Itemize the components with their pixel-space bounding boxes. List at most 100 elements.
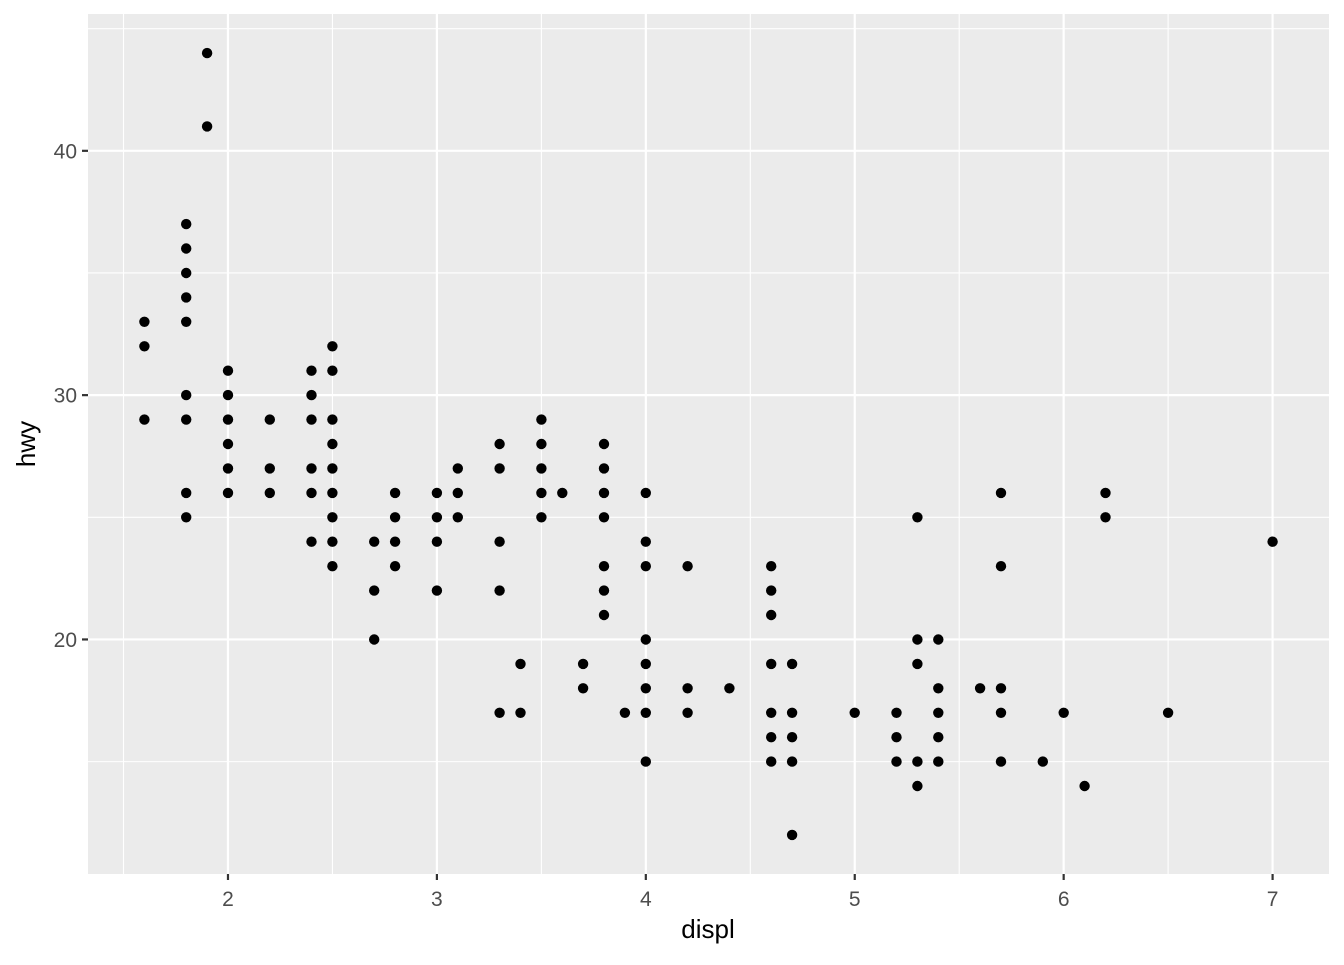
data-point[interactable] bbox=[766, 756, 777, 767]
data-point[interactable] bbox=[536, 512, 547, 523]
data-point[interactable] bbox=[577, 683, 589, 694]
data-point[interactable] bbox=[327, 365, 338, 376]
data-point[interactable] bbox=[640, 658, 651, 670]
data-point[interactable] bbox=[181, 487, 192, 499]
data-point[interactable] bbox=[766, 561, 777, 572]
data-point[interactable] bbox=[933, 756, 944, 767]
data-point[interactable] bbox=[452, 487, 463, 499]
data-point[interactable] bbox=[598, 609, 610, 621]
data-point[interactable] bbox=[995, 561, 1007, 572]
data-point[interactable] bbox=[682, 561, 693, 572]
data-point[interactable] bbox=[598, 463, 610, 474]
data-point[interactable] bbox=[640, 756, 651, 767]
data-point[interactable] bbox=[515, 658, 526, 670]
data-point[interactable] bbox=[995, 487, 1007, 499]
data-point[interactable] bbox=[181, 389, 192, 401]
data-point[interactable] bbox=[995, 707, 1007, 718]
data-point[interactable] bbox=[431, 585, 443, 596]
data-point[interactable] bbox=[933, 683, 944, 694]
data-point[interactable] bbox=[306, 365, 317, 376]
data-point[interactable] bbox=[682, 707, 693, 718]
data-point[interactable] bbox=[327, 341, 338, 352]
data-point[interactable] bbox=[933, 732, 944, 743]
data-point[interactable] bbox=[786, 658, 798, 670]
data-point[interactable] bbox=[494, 438, 505, 450]
data-point[interactable] bbox=[201, 47, 213, 59]
data-point[interactable] bbox=[891, 707, 902, 718]
data-point[interactable] bbox=[766, 732, 777, 743]
data-point[interactable] bbox=[640, 634, 651, 645]
data-point[interactable] bbox=[431, 536, 443, 547]
data-point[interactable] bbox=[891, 732, 902, 743]
data-point[interactable] bbox=[222, 414, 234, 425]
data-point[interactable] bbox=[933, 707, 944, 718]
data-point[interactable] bbox=[598, 561, 610, 572]
data-point[interactable] bbox=[786, 829, 798, 841]
data-point[interactable] bbox=[619, 707, 631, 718]
data-point[interactable] bbox=[933, 634, 944, 645]
data-point[interactable] bbox=[306, 487, 317, 499]
data-point[interactable] bbox=[891, 756, 902, 767]
data-point[interactable] bbox=[640, 561, 651, 572]
data-point[interactable] bbox=[1058, 707, 1069, 718]
data-point[interactable] bbox=[640, 683, 651, 694]
data-point[interactable] bbox=[201, 121, 213, 132]
data-point[interactable] bbox=[181, 316, 192, 327]
data-point[interactable] bbox=[431, 512, 443, 523]
data-point[interactable] bbox=[452, 463, 463, 474]
data-point[interactable] bbox=[766, 585, 777, 596]
data-point[interactable] bbox=[1162, 707, 1174, 718]
data-point[interactable] bbox=[327, 512, 338, 523]
data-point[interactable] bbox=[786, 707, 798, 718]
data-point[interactable] bbox=[766, 707, 777, 718]
data-point[interactable] bbox=[369, 634, 380, 645]
data-point[interactable] bbox=[995, 683, 1007, 694]
data-point[interactable] bbox=[389, 536, 401, 547]
data-point[interactable] bbox=[640, 707, 651, 718]
data-point[interactable] bbox=[577, 658, 589, 670]
data-point[interactable] bbox=[327, 414, 338, 425]
data-point[interactable] bbox=[139, 414, 150, 425]
data-point[interactable] bbox=[181, 414, 192, 425]
data-point[interactable] bbox=[598, 438, 610, 450]
data-point[interactable] bbox=[306, 389, 317, 401]
data-point[interactable] bbox=[536, 463, 547, 474]
data-point[interactable] bbox=[306, 414, 317, 425]
data-point[interactable] bbox=[995, 756, 1007, 767]
data-point[interactable] bbox=[912, 634, 923, 645]
data-point[interactable] bbox=[389, 561, 401, 572]
data-point[interactable] bbox=[327, 561, 338, 572]
data-point[interactable] bbox=[369, 585, 380, 596]
data-point[interactable] bbox=[912, 780, 923, 792]
data-point[interactable] bbox=[786, 732, 798, 743]
data-point[interactable] bbox=[264, 463, 275, 474]
data-point[interactable] bbox=[181, 267, 192, 279]
data-point[interactable] bbox=[536, 438, 547, 450]
data-point[interactable] bbox=[181, 243, 192, 254]
data-point[interactable] bbox=[1037, 756, 1049, 767]
data-point[interactable] bbox=[181, 512, 192, 523]
data-point[interactable] bbox=[181, 292, 192, 303]
data-point[interactable] bbox=[515, 707, 526, 718]
data-point[interactable] bbox=[222, 438, 234, 450]
data-point[interactable] bbox=[640, 487, 651, 499]
data-point[interactable] bbox=[682, 683, 693, 694]
data-point[interactable] bbox=[766, 609, 777, 621]
data-point[interactable] bbox=[1100, 487, 1111, 499]
data-point[interactable] bbox=[1267, 536, 1278, 547]
data-point[interactable] bbox=[1079, 780, 1090, 792]
data-point[interactable] bbox=[327, 487, 338, 499]
data-point[interactable] bbox=[181, 218, 192, 230]
data-point[interactable] bbox=[222, 463, 234, 474]
data-point[interactable] bbox=[849, 707, 860, 718]
data-point[interactable] bbox=[912, 756, 923, 767]
data-point[interactable] bbox=[264, 414, 275, 425]
data-point[interactable] bbox=[327, 536, 338, 547]
data-point[interactable] bbox=[327, 438, 338, 450]
data-point[interactable] bbox=[494, 585, 505, 596]
data-point[interactable] bbox=[222, 487, 234, 499]
data-point[interactable] bbox=[598, 585, 610, 596]
data-point[interactable] bbox=[912, 658, 923, 670]
data-point[interactable] bbox=[724, 683, 735, 694]
data-point[interactable] bbox=[369, 536, 380, 547]
